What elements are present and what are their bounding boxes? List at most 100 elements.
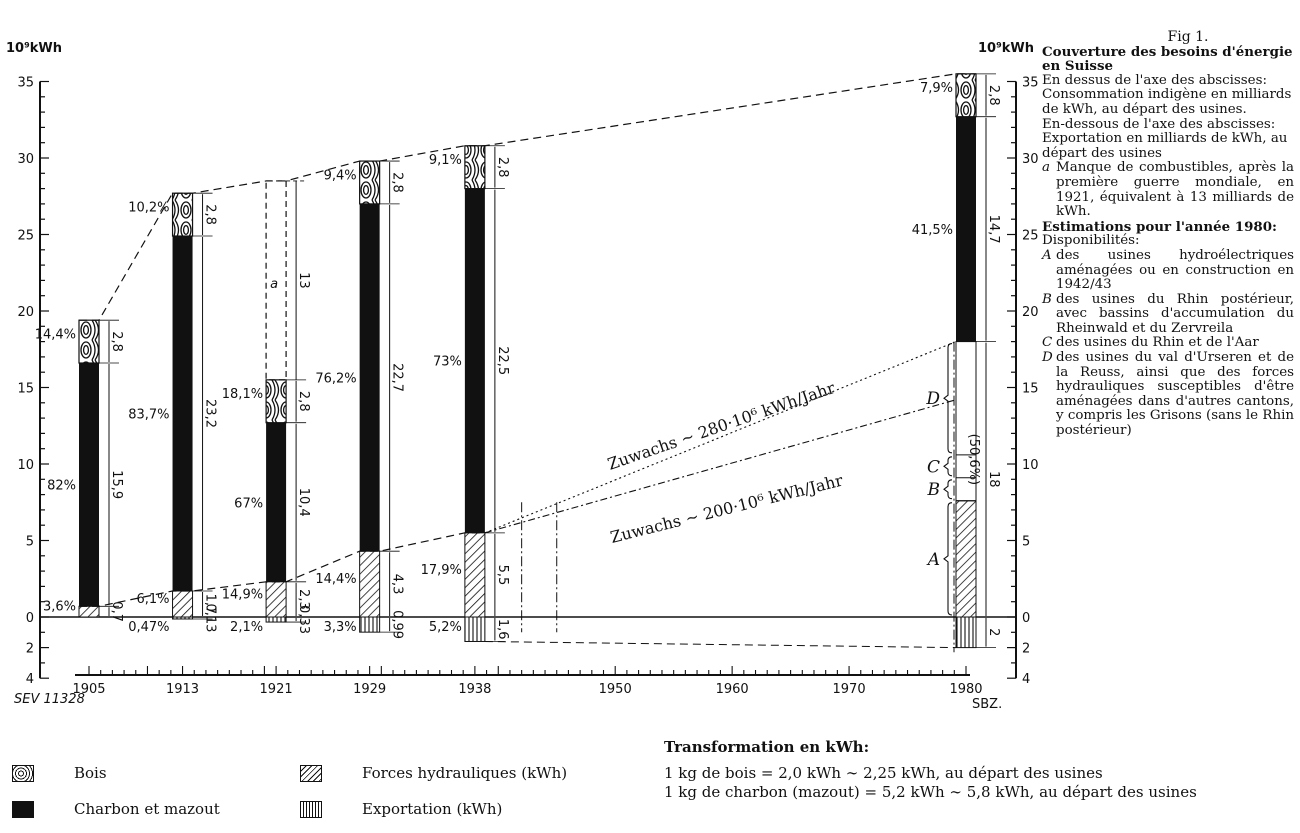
x-tick-label: 1938 — [458, 682, 491, 697]
bar-bois — [359, 160, 381, 205]
pct-label-hydraulique: 6,1% — [137, 592, 170, 607]
figure-code: SEV 11328 — [14, 692, 85, 707]
pct-label-bois: 7,9% — [920, 81, 953, 96]
pct-label-charbon: 67% — [234, 496, 263, 511]
pct-label-bois: 18,1% — [222, 387, 263, 402]
value-label-hydraulique: 1,7 — [203, 594, 218, 615]
bar-exportation — [955, 616, 977, 649]
transformation-bois: 1 kg de bois = 2,0 kWh ∼ 2,25 kWh, au dé… — [664, 764, 1103, 782]
y-tick-label-right: 35 — [1022, 76, 1039, 91]
pct-label-bois: 14,4% — [35, 328, 76, 343]
legend: Bois Charbon et mazout Forces hydrauliqu… — [12, 760, 652, 830]
bar-charbon — [79, 363, 99, 607]
note-item-C-text: des usines du Rhin et de l'Aar — [1056, 335, 1259, 351]
note-item-D-key: D — [1042, 350, 1053, 366]
note-item-C: C des usines du Rhin et de l'Aar — [1042, 336, 1294, 351]
exportation-swatch — [300, 800, 322, 818]
value-label-hydraulique: 4,3 — [390, 574, 405, 595]
note-below-text: Exportation en milliards de kWh, au dépa… — [1042, 131, 1288, 161]
dispo-heading: Disponibilités: — [1042, 233, 1140, 249]
pct-label-charbon: 73% — [433, 355, 462, 370]
x-tick-label: 1950 — [599, 682, 632, 697]
charbon-swatch — [12, 800, 34, 818]
value-label-exportation: 1,6 — [495, 619, 510, 640]
legend-label-charbon: Charbon et mazout — [74, 800, 220, 818]
pct-label-bois: 9,1% — [429, 153, 462, 168]
value-label-charbon: 23,2 — [203, 399, 218, 428]
figure-title: Couverture des besoins d'énergie en Suis… — [1042, 43, 1293, 75]
manque-letter: a — [270, 277, 278, 292]
x-tick-label: 1980 — [949, 682, 982, 697]
left-unit-label: 10⁹kWh — [6, 41, 62, 56]
legend-label-bois: Bois — [74, 764, 107, 782]
energy-chart: 35 35 30 30 25 25 20 20 15 15 10 10 5 5 0 0 2 2 4 4 10⁹kWh 10… — [6, 41, 1039, 712]
publisher-code: SBZ. — [972, 697, 1002, 712]
pct-label-hydraulique: 17,9% — [421, 563, 462, 578]
value-label-hydraulique: 0,7 — [109, 601, 124, 622]
note-item-A-text: des usines hydroélectriques aménagées ou… — [1056, 247, 1294, 293]
y-tick-label-left: 2 — [26, 642, 34, 657]
value-label-exportation: 0,13 — [203, 604, 218, 633]
legend-item-bois: Bois — [12, 764, 107, 782]
pct-label-charbon: 82% — [47, 479, 76, 494]
y-tick-label-left: 10 — [17, 458, 34, 473]
note-item-C-key: C — [1042, 335, 1053, 351]
note-item-D-text: des usines du val d'Urseren et de la Reu… — [1056, 350, 1294, 439]
segment-letter: B — [927, 480, 941, 500]
y-tick-label-left: 35 — [17, 76, 34, 91]
value-label-hydraulique: 2,3 — [296, 589, 311, 610]
pct-label-hydraulique: 14,9% — [222, 587, 263, 602]
pct-label-exportation: 0,47% — [128, 620, 169, 635]
note-item-D: D des usines du val d'Urseren et de la R… — [1042, 350, 1294, 439]
envelope-total — [79, 73, 976, 321]
x-tick-label: 1929 — [353, 682, 386, 697]
hydraulique-swatch — [300, 764, 322, 782]
pct-label-bois: 9,4% — [324, 168, 357, 183]
pct-label-charbon: 83,7% — [128, 408, 169, 423]
bar-exportation — [464, 616, 486, 642]
figure-number: Fig 1. — [1167, 29, 1209, 45]
pct-label-charbon: 41,5% — [912, 223, 953, 238]
bar-charbon — [359, 203, 380, 552]
note-item-B-key: B — [1042, 291, 1052, 307]
segment-brace — [943, 343, 953, 454]
value-label-exportation: 0,99 — [390, 610, 405, 639]
y-tick-label-right: 25 — [1022, 229, 1039, 244]
y-tick-label-right: 5 — [1022, 535, 1030, 550]
bar-bois — [955, 73, 977, 118]
y-tick-label-left: 20 — [17, 305, 34, 320]
bar-hydraulique — [265, 581, 287, 618]
y-tick-label-right: 15 — [1022, 382, 1039, 397]
value-label-bois: 2,8 — [203, 204, 218, 225]
value-label-bois: 2,8 — [986, 85, 1001, 106]
right-unit-label: 10⁹kWh — [978, 41, 1034, 56]
value-label-charbon: 14,7 — [986, 215, 1001, 244]
bar-hydraulique — [78, 605, 100, 618]
value-label-charbon: 22,7 — [390, 363, 405, 392]
segment-brace — [943, 502, 953, 616]
pct-label-exportation: 2,1% — [230, 620, 263, 635]
value-label-bois: 2,8 — [495, 157, 510, 178]
y-tick-label-left: 30 — [17, 152, 34, 167]
y-tick-label-left: 25 — [17, 229, 34, 244]
value-label-hydraulique: 5,5 — [495, 565, 510, 586]
manque-outline — [265, 180, 287, 381]
legend-label-exportation: Exportation (kWh) — [362, 800, 503, 818]
pct-label-bois: 10,2% — [128, 201, 169, 216]
pct-label-exportation: 5,2% — [429, 620, 462, 635]
y-tick-label-right: 2 — [1022, 642, 1030, 657]
segment-letter: C — [927, 457, 940, 477]
pct-label-hydraulique: 3,6% — [43, 600, 76, 615]
bar-charbon — [172, 236, 193, 591]
pct-label-hydraulique: 14,4% — [315, 572, 356, 587]
bar-bois — [464, 145, 486, 190]
figure-notes: Fig 1. Couverture des besoins d'énergie … — [1042, 30, 1294, 439]
y-tick-label-right: 4 — [1022, 672, 1030, 687]
bar-hydraulique — [464, 532, 486, 618]
bar-bois — [265, 379, 287, 424]
bar-exportation — [359, 616, 381, 633]
bar-charbon — [464, 188, 485, 533]
y-tick-label-right: 10 — [1022, 458, 1039, 473]
bar-exportation — [265, 616, 287, 623]
value-label-bois: 2,8 — [109, 331, 124, 352]
